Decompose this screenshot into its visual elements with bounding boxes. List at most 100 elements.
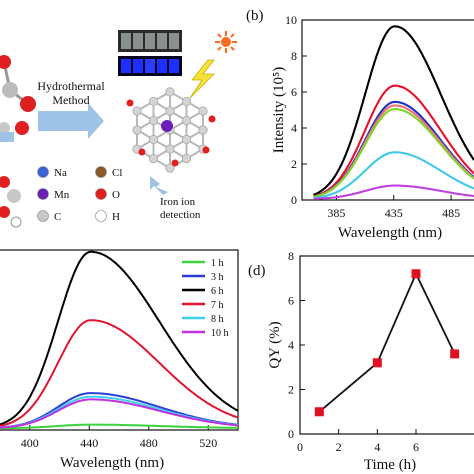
- hydrothermal-label: Hydrothermal: [37, 79, 105, 93]
- x-tick-label: 2: [336, 440, 342, 454]
- carbon-atom: [181, 134, 192, 145]
- y-axis-label: QY (%): [267, 321, 283, 368]
- legend-atom-na: [37, 166, 49, 178]
- lightning-bolt-icon: [189, 59, 215, 99]
- detection-label-line1: Iron ion: [160, 196, 196, 208]
- precursor-molecule-bottom: [0, 176, 22, 228]
- spectrum-line-3h: [0, 392, 239, 429]
- chart-d: 0 2 4 6 8 0 2 4 6 Time (h) QY (%): [267, 249, 474, 473]
- carbon-atom: [132, 106, 142, 116]
- y-tick-label: 0: [291, 193, 297, 207]
- chart-legend: 1 h 3 h 6 h 7 h 8 h 10 h: [182, 258, 229, 339]
- oxygen-atom: [126, 99, 134, 107]
- spectrum-line-10h: [0, 398, 239, 429]
- uv-lamp-icon: [215, 31, 237, 53]
- x-tick-label: 435: [385, 206, 403, 220]
- precursor-molecule-top: [0, 55, 36, 135]
- spectrum-line-5: [313, 108, 474, 198]
- y-tick-label: 8: [288, 249, 294, 263]
- spectrum-line-6: [313, 151, 474, 200]
- x-tick-label: 6: [413, 440, 419, 454]
- carbon-atom: [165, 106, 175, 116]
- carbon-atom: [148, 134, 159, 145]
- mn-atom: [161, 120, 173, 132]
- scheme-panel: Hydrothermal Method: [0, 30, 237, 228]
- carbon-atom: [198, 106, 208, 116]
- carbon-dot-structure: [126, 87, 216, 173]
- carbon-atom: [165, 87, 175, 97]
- y-tick-label: 8: [291, 49, 297, 63]
- qy-point: [411, 269, 421, 279]
- spectrum-line-7h: [0, 319, 239, 427]
- detection-label-line2: detection: [160, 209, 201, 221]
- y-tick-label: 6: [291, 85, 297, 99]
- x-tick-label: 0: [297, 440, 303, 454]
- legend-atom-o: [95, 188, 107, 200]
- carbon-atom: [181, 153, 192, 164]
- carbon-atom: [181, 115, 192, 126]
- legend-label: 3 h: [211, 272, 224, 283]
- spectrum-line-1h: [0, 423, 238, 430]
- panel-label-d: (d): [248, 263, 266, 279]
- plot-frame: [301, 19, 474, 201]
- x-tick-label: 485: [442, 206, 460, 220]
- vials-photo-daylight: [118, 30, 182, 52]
- plot-frame: [0, 249, 239, 431]
- x-axis-label: Wavelength (nm): [60, 455, 164, 471]
- spectrum-line-2: [313, 84, 474, 198]
- legend-symbol-h: H: [112, 211, 120, 223]
- y-tick-label: 2: [288, 383, 294, 397]
- detection-arrow: [150, 176, 168, 195]
- legend-label: 6 h: [211, 286, 224, 297]
- x-tick-label: 480: [140, 436, 158, 450]
- panel-label-b: (b): [246, 8, 264, 24]
- qy-point: [372, 358, 382, 368]
- legend-symbol-o: O: [112, 189, 120, 201]
- carbon-atom: [181, 96, 192, 107]
- x-tick-label: 400: [21, 436, 39, 450]
- spectrum-line-1: [313, 25, 474, 196]
- spectrum-line-6h: [0, 250, 239, 426]
- y-tick-label: 6: [288, 294, 294, 308]
- y-tick-label: 10: [285, 13, 297, 27]
- y-tick-label: 4: [291, 121, 297, 135]
- vials-photo-uv: [118, 56, 182, 76]
- left-arrow-stub: [0, 132, 14, 142]
- legend-label: 8 h: [211, 314, 224, 325]
- legend-label: 1 h: [211, 258, 224, 269]
- legend-atom-h: [95, 210, 107, 222]
- legend-atom-mn: [37, 188, 49, 200]
- carbon-atom: [148, 96, 159, 107]
- carbon-atom: [148, 115, 159, 126]
- legend-symbol-na: Na: [54, 167, 67, 179]
- x-tick-label: 4: [374, 440, 380, 454]
- spectrum-line-7: [313, 184, 474, 200]
- oxygen-atom: [138, 148, 146, 156]
- y-axis-label: Intensity (10⁵): [271, 67, 287, 153]
- y-tick-label: 0: [288, 427, 294, 441]
- element-legend: Na Cl Mn O C H: [37, 166, 122, 223]
- x-tick-label: 440: [80, 436, 98, 450]
- legend-symbol-cl: Cl: [112, 167, 122, 179]
- plot-frame: [299, 255, 474, 435]
- oxygen-atom: [171, 159, 179, 167]
- legend-symbol-c: C: [54, 211, 61, 223]
- carbon-atom: [165, 163, 175, 173]
- method-label: Method: [52, 93, 89, 107]
- oxygen-atom: [208, 115, 216, 123]
- hydrothermal-arrow: [38, 103, 104, 139]
- y-tick-label: 2: [291, 157, 297, 171]
- legend-atom-c: [37, 210, 49, 222]
- chart-c: 400 440 480 520 Wavelength (nm) 1 h 3 h 6 h 7 h 8…: [0, 249, 239, 471]
- carbon-atom: [132, 125, 142, 135]
- x-tick-label: 520: [199, 436, 217, 450]
- x-axis-label: Time (h): [364, 457, 416, 473]
- x-tick-label: 385: [327, 206, 345, 220]
- carbon-atom: [165, 144, 175, 154]
- legend-symbol-mn: Mn: [54, 189, 70, 201]
- legend-atom-cl: [95, 166, 107, 178]
- qy-point: [314, 407, 324, 417]
- oxygen-atom: [202, 146, 210, 154]
